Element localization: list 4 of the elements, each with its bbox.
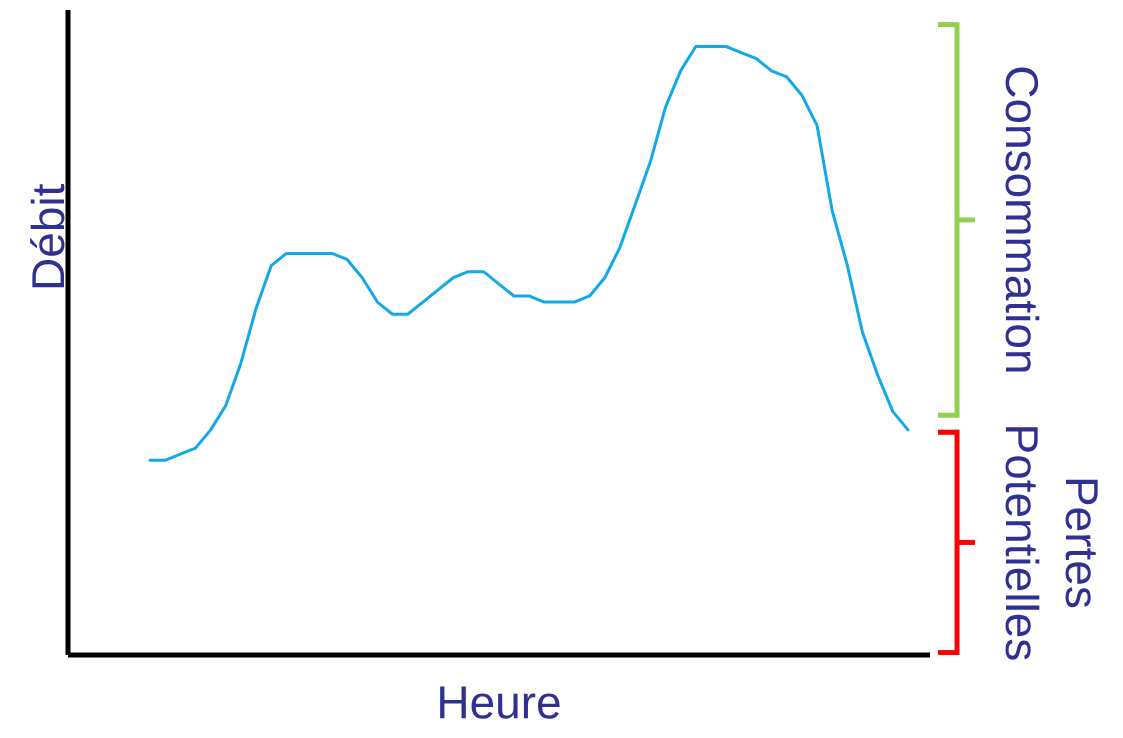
y-axis-title: Débit — [30, 183, 65, 288]
x-axis-title: Heure — [440, 686, 560, 719]
text: Consommation — [1005, 67, 1040, 372]
text: Pertes Potentielles — [1005, 427, 1098, 660]
